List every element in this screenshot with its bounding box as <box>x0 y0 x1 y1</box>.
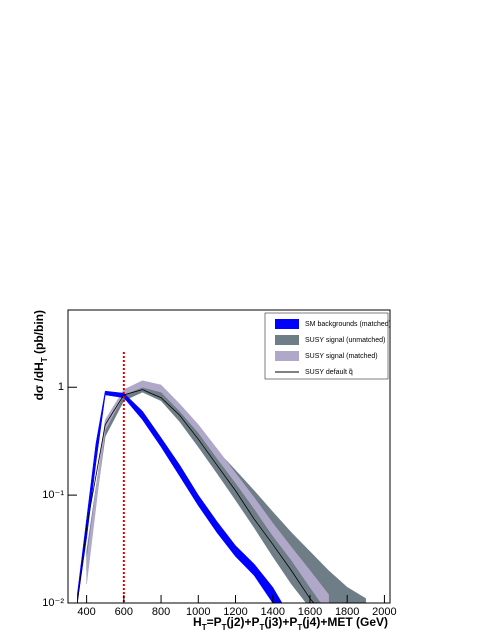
legend-swatch <box>275 351 299 361</box>
x-tick-label: 1800 <box>335 606 359 618</box>
band <box>86 380 329 603</box>
label-part: (j3)+P <box>264 615 297 629</box>
label-part: dσ /dH <box>32 362 46 400</box>
legend-label: SUSY signal (unmatched) <box>305 337 385 344</box>
label-part: T <box>297 623 302 632</box>
x-tick-label: 1200 <box>223 606 247 618</box>
x-tick-label: 1600 <box>298 606 322 618</box>
legend-label: SM backgrounds (matched) <box>305 321 391 328</box>
frame <box>67 309 391 604</box>
x-axis-label: HT=PT(j2)+PT(j3)+PT(j4)+MET (GeV) <box>193 615 388 631</box>
y-tick-label: 10⁻¹ <box>42 489 64 501</box>
x-tick-label: 600 <box>115 606 133 618</box>
y-axis-label: dσ /dHT (pb/bin) <box>32 310 48 400</box>
legend-swatch <box>275 319 299 329</box>
line <box>76 389 315 603</box>
y-tick-label: 10⁻² <box>42 597 64 609</box>
x-tick-label: 800 <box>152 606 170 618</box>
x-tick-label: 1400 <box>260 606 284 618</box>
y-tick-label: 1 <box>58 381 64 393</box>
x-tick-label: 2000 <box>372 606 396 618</box>
plot-area <box>76 380 367 603</box>
label-part: (pb/bin) <box>32 310 46 357</box>
label-part: (j4)+MET (GeV) <box>302 615 388 629</box>
label-part: T <box>202 623 207 632</box>
label-part: T <box>222 623 227 632</box>
band <box>77 390 283 603</box>
legend-label: SUSY signal (matched) <box>305 353 378 360</box>
label-part: T <box>40 357 49 362</box>
x-tick-label: 1000 <box>186 606 210 618</box>
label-part: T <box>260 623 265 632</box>
label-part: H <box>193 615 202 629</box>
legend-label: SUSY default q̃ <box>305 369 353 376</box>
legend-swatch <box>275 335 299 345</box>
x-tick-label: 400 <box>77 606 95 618</box>
label-part: =P <box>207 615 222 629</box>
label-part: (j2)+P <box>227 615 260 629</box>
